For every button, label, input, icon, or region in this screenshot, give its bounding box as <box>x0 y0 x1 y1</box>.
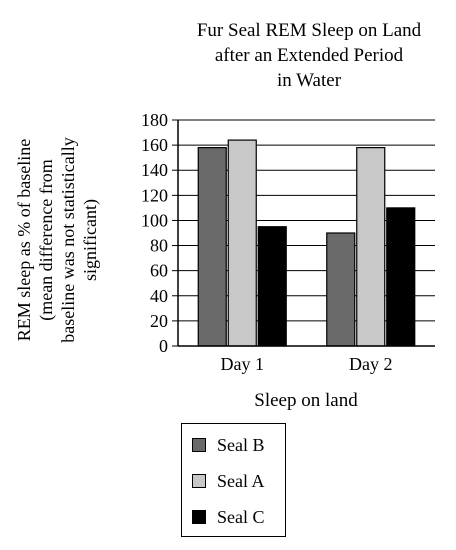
bar-chart: 0 20 40 60 80 100 120 140 160 180 Day 1 Day 2 Sleep … <box>141 110 435 411</box>
x-tick-label-day-2: Day 2 <box>349 354 393 374</box>
x-axis-label: Sleep on land <box>254 390 358 411</box>
y-tick-label-40: 40 <box>150 286 168 306</box>
bar-seal-c-day-1 <box>257 226 287 347</box>
legend-swatch-seal-c <box>192 510 206 524</box>
bar-seal-b-day-2 <box>326 232 356 347</box>
bar-seal-c-day-2 <box>386 207 416 347</box>
chart-title-line-1: Fur Seal REM Sleep on Land <box>196 20 422 41</box>
chart-title-line-3: in Water <box>276 70 342 91</box>
y-tick-label-160: 160 <box>141 135 168 155</box>
legend-label-seal-c: Seal C <box>217 506 265 527</box>
y-tick-label-0: 0 <box>159 336 168 356</box>
legend-item-seal-a: Seal A <box>192 470 265 492</box>
y-tick-label-60: 60 <box>150 261 168 281</box>
legend-item-seal-b: Seal B <box>192 434 265 456</box>
bar-seal-b-day-1 <box>197 147 227 347</box>
chart-title-line-2: after an Extended Period <box>214 45 404 66</box>
legend: Seal B Seal A Seal C <box>181 423 286 537</box>
chart-title: Fur Seal REM Sleep on Land after an Exte… <box>150 18 456 93</box>
y-tick-label-140: 140 <box>141 160 168 180</box>
y-tick-label-120: 120 <box>141 185 168 205</box>
y-tick-label-20: 20 <box>150 311 168 331</box>
bar-seal-a-day-1 <box>227 139 257 347</box>
legend-swatch-seal-b <box>192 438 206 452</box>
legend-label-seal-a: Seal A <box>217 470 265 491</box>
bar-seal-a-day-2 <box>356 147 386 347</box>
y-tick-label-180: 180 <box>141 110 168 130</box>
y-tick-label-80: 80 <box>150 236 168 256</box>
y-tick-label-100: 100 <box>141 210 168 230</box>
x-tick-label-day-1: Day 1 <box>221 354 265 374</box>
legend-item-seal-c: Seal C <box>192 506 265 528</box>
legend-label-seal-b: Seal B <box>217 434 265 455</box>
legend-swatch-seal-a <box>192 474 206 488</box>
